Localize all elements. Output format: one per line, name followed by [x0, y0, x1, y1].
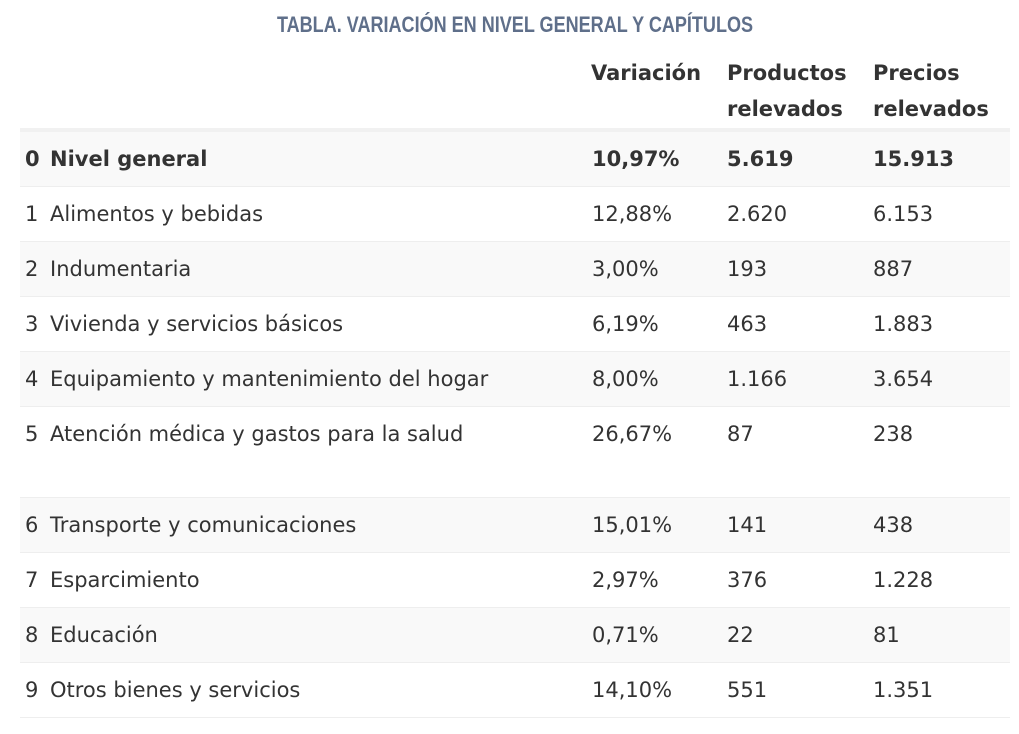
- price-variation-table: Variación Productos relevados Precios re…: [20, 55, 1010, 718]
- row-number: 5: [25, 422, 39, 446]
- row-name: Nivel general: [50, 147, 208, 171]
- header-productos: Productos relevados: [727, 61, 847, 121]
- table-row: 1 Alimentos y bebidas 12,88% 2.620 6.153: [20, 187, 1010, 242]
- row-precios: 1.351: [873, 678, 934, 702]
- row-number: 7: [25, 568, 39, 592]
- table-row: 0 Nivel general 10,97% 5.619 15.913: [20, 132, 1010, 187]
- row-name: Alimentos y bebidas: [50, 202, 264, 226]
- row-precios: 238: [873, 422, 914, 446]
- row-precios: 1.228: [873, 568, 934, 592]
- row-variacion: 2,97%: [592, 568, 659, 592]
- row-variacion: 10,97%: [592, 147, 680, 171]
- row-productos: 5.619: [727, 147, 794, 171]
- row-name: Esparcimiento: [50, 568, 200, 592]
- row-productos: 376: [727, 568, 768, 592]
- row-precios: 1.883: [873, 312, 934, 336]
- row-productos: 551: [727, 678, 768, 702]
- row-name: Equipamiento y mantenimiento del hogar: [50, 367, 489, 391]
- row-productos: 87: [727, 422, 754, 446]
- header-precios: Precios relevados: [873, 61, 989, 121]
- row-variacion: 26,67%: [592, 422, 673, 446]
- table-row: 5 Atención médica y gastos para la salud…: [20, 407, 1010, 498]
- row-number: 3: [25, 312, 39, 336]
- row-number: 4: [25, 367, 39, 391]
- row-number: 8: [25, 623, 39, 647]
- table-row: 3 Vivienda y servicios básicos 6,19% 463…: [20, 297, 1010, 352]
- row-number: 2: [25, 257, 39, 281]
- row-variacion: 0,71%: [592, 623, 659, 647]
- header-variacion: Variación: [591, 61, 702, 85]
- table-header: Variación Productos relevados Precios re…: [20, 55, 1010, 132]
- row-number: 9: [25, 678, 39, 702]
- row-number: 0: [25, 147, 40, 171]
- row-variacion: 12,88%: [592, 202, 673, 226]
- row-productos: 141: [727, 513, 768, 537]
- row-name: Indumentaria: [50, 257, 192, 281]
- table-row: 8 Educación 0,71% 22 81: [20, 608, 1010, 663]
- row-precios: 81: [873, 623, 900, 647]
- row-variacion: 8,00%: [592, 367, 659, 391]
- table-title: TABLA. VARIACIÓN EN NIVEL GENERAL Y CAPÍ…: [276, 12, 754, 37]
- row-productos: 463: [727, 312, 768, 336]
- row-precios: 887: [873, 257, 914, 281]
- row-precios: 3.654: [873, 367, 934, 391]
- row-variacion: 6,19%: [592, 312, 659, 336]
- table-row: 9 Otros bienes y servicios 14,10% 551 1.…: [20, 663, 1010, 718]
- row-number: 6: [25, 513, 39, 537]
- row-variacion: 14,10%: [592, 678, 673, 702]
- row-name: Atención médica y gastos para la salud: [50, 422, 464, 446]
- table-row: 4 Equipamiento y mantenimiento del hogar…: [20, 352, 1010, 407]
- table-row: 7 Esparcimiento 2,97% 376 1.228: [20, 553, 1010, 608]
- row-productos: 193: [727, 257, 768, 281]
- row-number: 1: [25, 202, 39, 226]
- row-variacion: 15,01%: [592, 513, 673, 537]
- row-name: Transporte y comunicaciones: [50, 513, 357, 537]
- row-precios: 15.913: [873, 147, 955, 171]
- row-name: Otros bienes y servicios: [50, 678, 301, 702]
- row-name: Vivienda y servicios básicos: [50, 312, 344, 336]
- row-name: Educación: [50, 623, 158, 647]
- row-productos: 22: [727, 623, 754, 647]
- row-productos: 2.620: [727, 202, 788, 226]
- row-variacion: 3,00%: [592, 257, 659, 281]
- table-row: 2 Indumentaria 3,00% 193 887: [20, 242, 1010, 297]
- table-row: 6 Transporte y comunicaciones 15,01% 141…: [20, 498, 1010, 553]
- row-productos: 1.166: [727, 367, 788, 391]
- row-precios: 6.153: [873, 202, 934, 226]
- row-precios: 438: [873, 513, 914, 537]
